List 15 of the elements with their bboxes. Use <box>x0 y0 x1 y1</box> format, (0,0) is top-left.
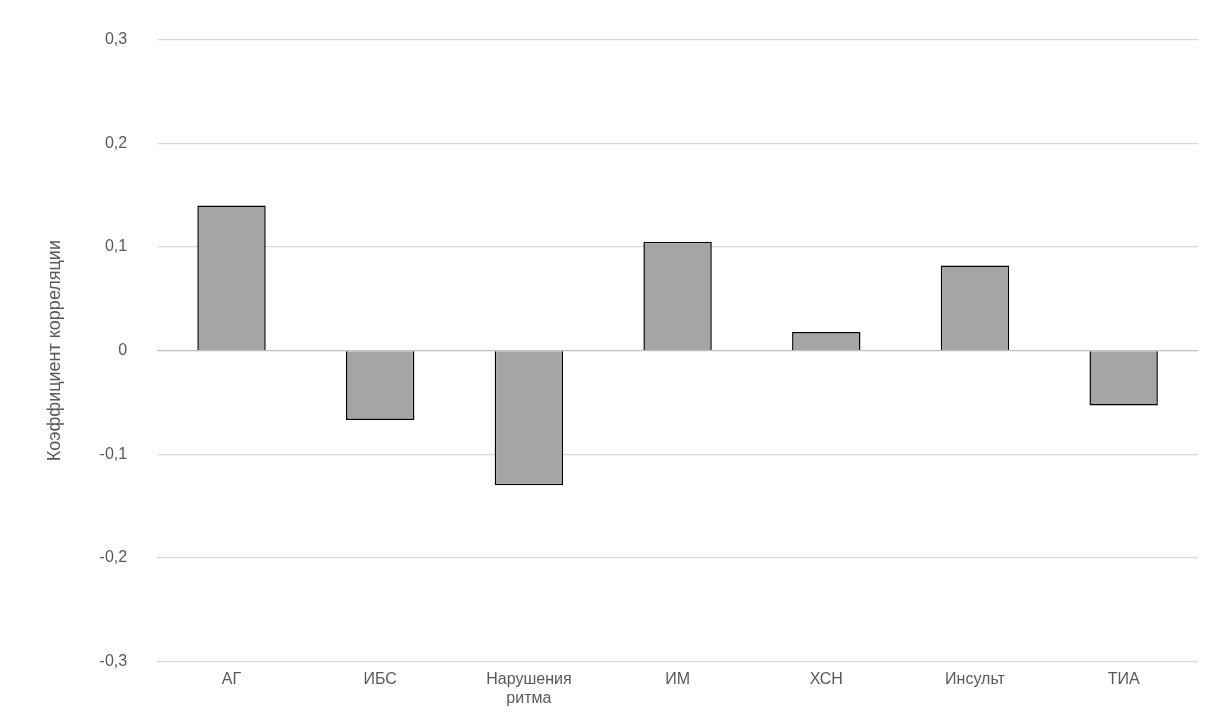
y-tick-label: -0,3 <box>99 652 128 670</box>
x-tick-label: ИМ <box>665 669 690 687</box>
y-tick-label: 0,2 <box>104 133 128 151</box>
x-tick-label: ХСН <box>809 669 843 687</box>
x-tick-label: АГ <box>221 669 242 687</box>
y-tick-label: -0,1 <box>99 444 128 462</box>
y-tick-label: -0,2 <box>99 548 128 566</box>
y-tick-label: 0,1 <box>104 237 128 255</box>
y-axis-title: Коэффициент корреляции <box>43 240 64 462</box>
y-tick-label: 0,3 <box>104 30 128 48</box>
x-tick-label: ИБС <box>363 669 397 687</box>
y-tick-label: 0 <box>118 341 128 359</box>
x-tick-label: ТИА <box>1107 669 1140 687</box>
x-tick-label: Инсульт <box>945 669 1006 687</box>
x-tick-label: Нарушения ритма <box>486 669 572 706</box>
